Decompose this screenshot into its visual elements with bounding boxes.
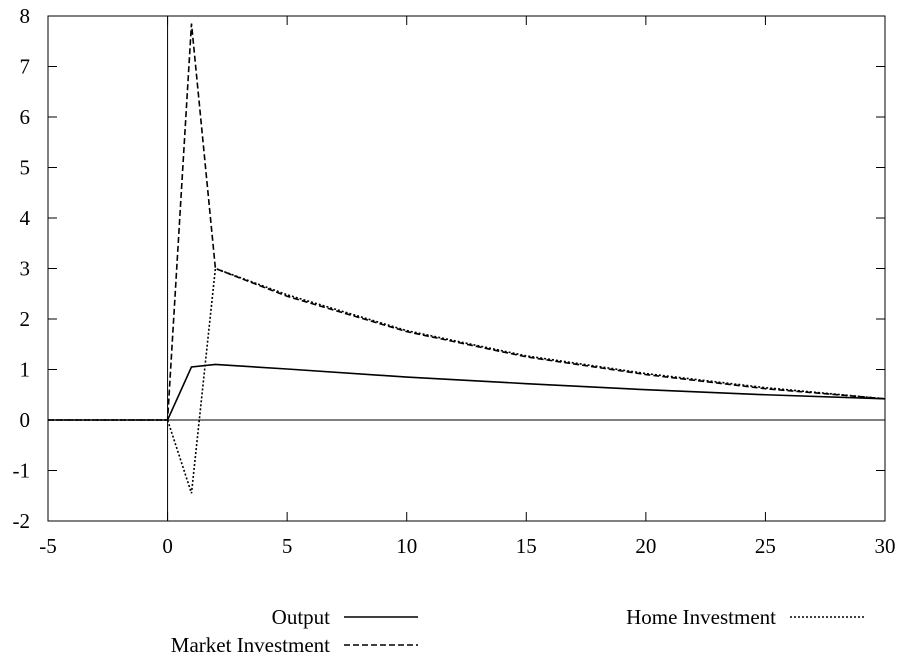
y-tick-label: 6 (20, 105, 31, 129)
legend-label-output: Output (272, 605, 331, 629)
x-tick-label: -5 (39, 534, 57, 558)
y-tick-label: -1 (13, 459, 31, 483)
x-tick-label: 15 (516, 534, 537, 558)
y-tick-label: 1 (20, 358, 31, 382)
x-tick-label: 10 (396, 534, 417, 558)
y-tick-label: 8 (20, 4, 31, 28)
y-tick-label: 2 (20, 307, 31, 331)
x-tick-label: 30 (875, 534, 896, 558)
plot-area (48, 23, 886, 494)
y-tick-label: 5 (20, 156, 31, 180)
y-tick-label: 7 (20, 55, 31, 79)
legend-label-home-investment: Home Investment (626, 605, 776, 629)
y-tick-label: 3 (20, 257, 31, 281)
series-line-market-investment (48, 23, 886, 421)
y-tick-label: 4 (20, 206, 31, 230)
x-tick-label: 0 (162, 534, 173, 558)
series-line-home-investment (48, 267, 886, 494)
legend-label-market-investment: Market Investment (171, 633, 330, 657)
series-line-output (48, 363, 886, 421)
axes: -5 0 5 10 15 20 25 30 -2 -1 0 1 2 3 4 5 6 7 8 (13, 4, 896, 558)
x-tick-label: 5 (282, 534, 293, 558)
plot-frame (47, 15, 886, 522)
y-tick-label: -2 (13, 509, 31, 533)
legend: Output Market Investment Home Investment (171, 605, 865, 657)
x-tick-label: 20 (635, 534, 656, 558)
y-tick-label: 0 (20, 408, 31, 432)
x-tick-label: 25 (755, 534, 776, 558)
